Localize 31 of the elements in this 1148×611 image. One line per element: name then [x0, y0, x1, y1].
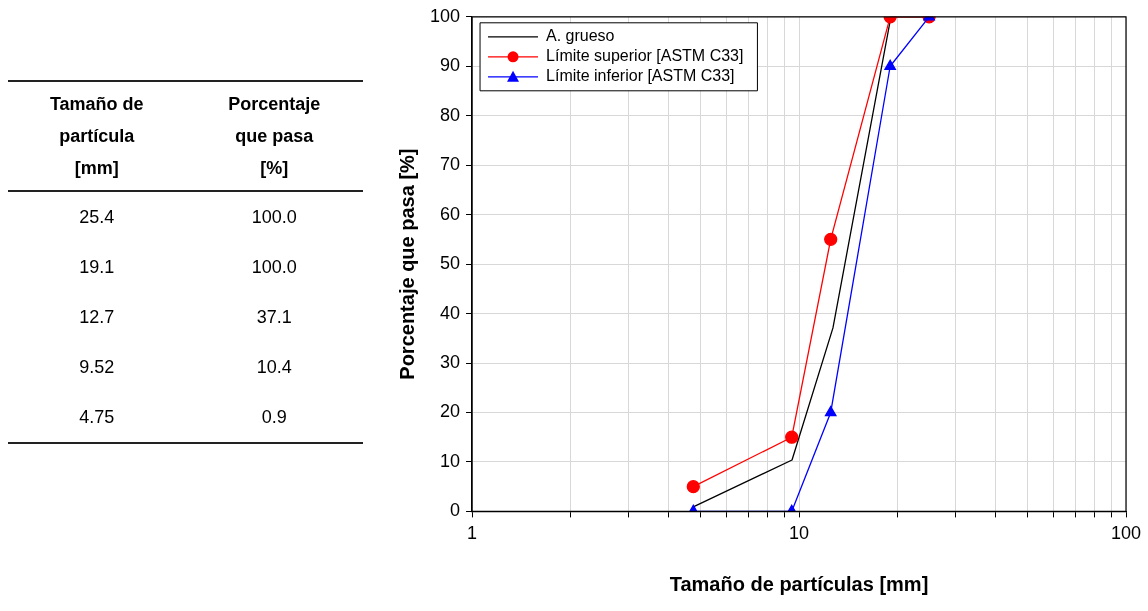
y-tick-label: 60	[440, 203, 461, 224]
x-tick-label: 100	[1110, 523, 1142, 544]
text: 4.75	[8, 392, 186, 443]
x-tick-label: 1	[467, 523, 478, 544]
text: 10.4	[255, 355, 293, 379]
x-axis-title: Tamaño de partículas [mm]	[669, 572, 929, 595]
text: Porcentaje que pasa [%]	[227, 93, 322, 180]
y-axis-title: Porcentaje que pasa [%]	[395, 148, 418, 380]
y-tick-label: 10	[440, 450, 461, 471]
text: 100.0	[250, 205, 298, 229]
legend-label: Límite inferior [ASTM C33]	[546, 67, 735, 85]
legend-label: Límite superior [ASTM C33]	[546, 47, 744, 65]
text: 100.0	[250, 255, 298, 279]
y-tick-label: 80	[440, 104, 461, 125]
x-tick-label: 10	[789, 523, 810, 544]
y-tick-label: 40	[440, 302, 461, 323]
text: 19.1	[78, 255, 116, 279]
y-tick-label: 20	[440, 401, 461, 422]
y-tick-label: 70	[440, 154, 461, 175]
text: 9.52	[78, 355, 116, 379]
y-tick-label: 50	[440, 253, 461, 274]
legend-label: A. grueso	[546, 27, 615, 45]
y-tick-label: 0	[450, 500, 461, 521]
text: 25.4	[78, 205, 116, 229]
y-tick-label: 100	[429, 5, 461, 26]
text: Tamaño de partícula [mm]	[48, 93, 145, 180]
text: 0.9	[185, 392, 363, 443]
y-tick-label: 30	[440, 351, 461, 372]
text: 12.7	[78, 305, 116, 329]
y-tick-label: 90	[440, 55, 461, 76]
text: 37.1	[255, 305, 293, 329]
